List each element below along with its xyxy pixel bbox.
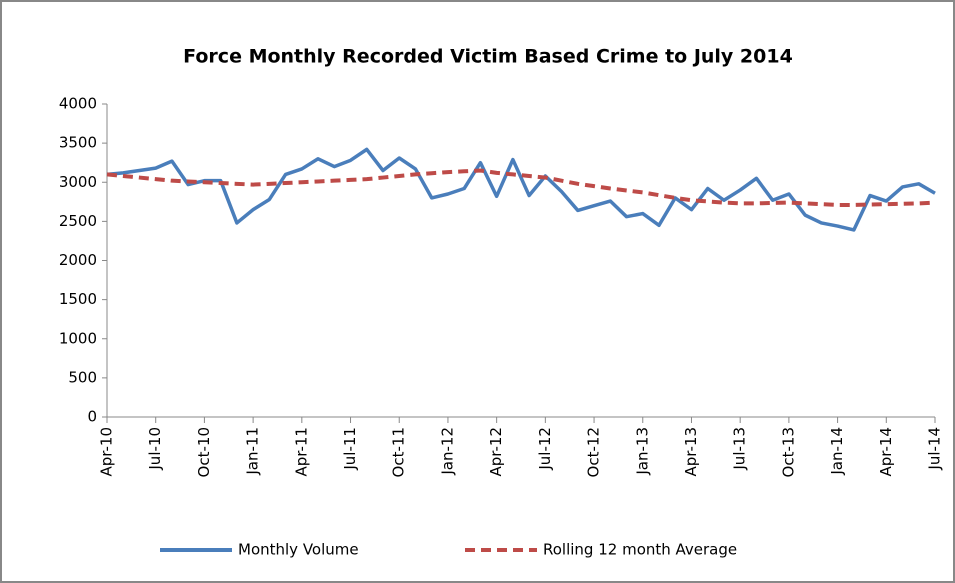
y-tick-label: 0: [87, 408, 97, 426]
x-tick-label: Apr-10: [98, 427, 116, 477]
x-tick-label: Jan-14: [828, 427, 846, 476]
x-tick-label: Jul-12: [536, 427, 554, 471]
x-tick-label: Apr-12: [487, 427, 505, 477]
x-tick-label: Oct-10: [195, 427, 213, 477]
y-tick-label: 1500: [59, 290, 97, 308]
y-tick-label: 4000: [59, 95, 97, 113]
series-line: [106, 168, 936, 207]
x-tick-label: Jan-11: [244, 427, 262, 476]
legend-label: Rolling 12 month Average: [543, 541, 737, 559]
y-tick-label: 1000: [59, 329, 97, 347]
x-tick-label: Jan-13: [633, 427, 651, 476]
legend-label: Monthly Volume: [238, 541, 359, 559]
y-tick-label: 500: [68, 368, 97, 386]
chart-title: Force Monthly Recorded Victim Based Crim…: [183, 46, 793, 68]
y-tick-label: 2000: [59, 251, 97, 269]
y-tick-label: 3000: [59, 173, 97, 191]
x-tick-label: Jul-13: [731, 427, 749, 471]
x-tick-label: Jul-14: [926, 427, 944, 471]
x-tick-label: Apr-13: [682, 427, 700, 477]
x-tick-label: Apr-11: [292, 427, 310, 477]
x-tick-label: Jan-12: [438, 427, 456, 476]
x-tick-label: Oct-12: [585, 427, 603, 477]
y-tick-label: 2500: [59, 212, 97, 230]
x-tick-label: Jul-10: [146, 427, 164, 471]
x-tick-label: Oct-11: [390, 427, 408, 477]
x-tick-label: Jul-11: [341, 427, 359, 471]
x-tick-label: Oct-13: [779, 427, 797, 477]
y-tick-label: 3500: [59, 134, 97, 152]
x-tick-label: Apr-14: [877, 427, 895, 477]
